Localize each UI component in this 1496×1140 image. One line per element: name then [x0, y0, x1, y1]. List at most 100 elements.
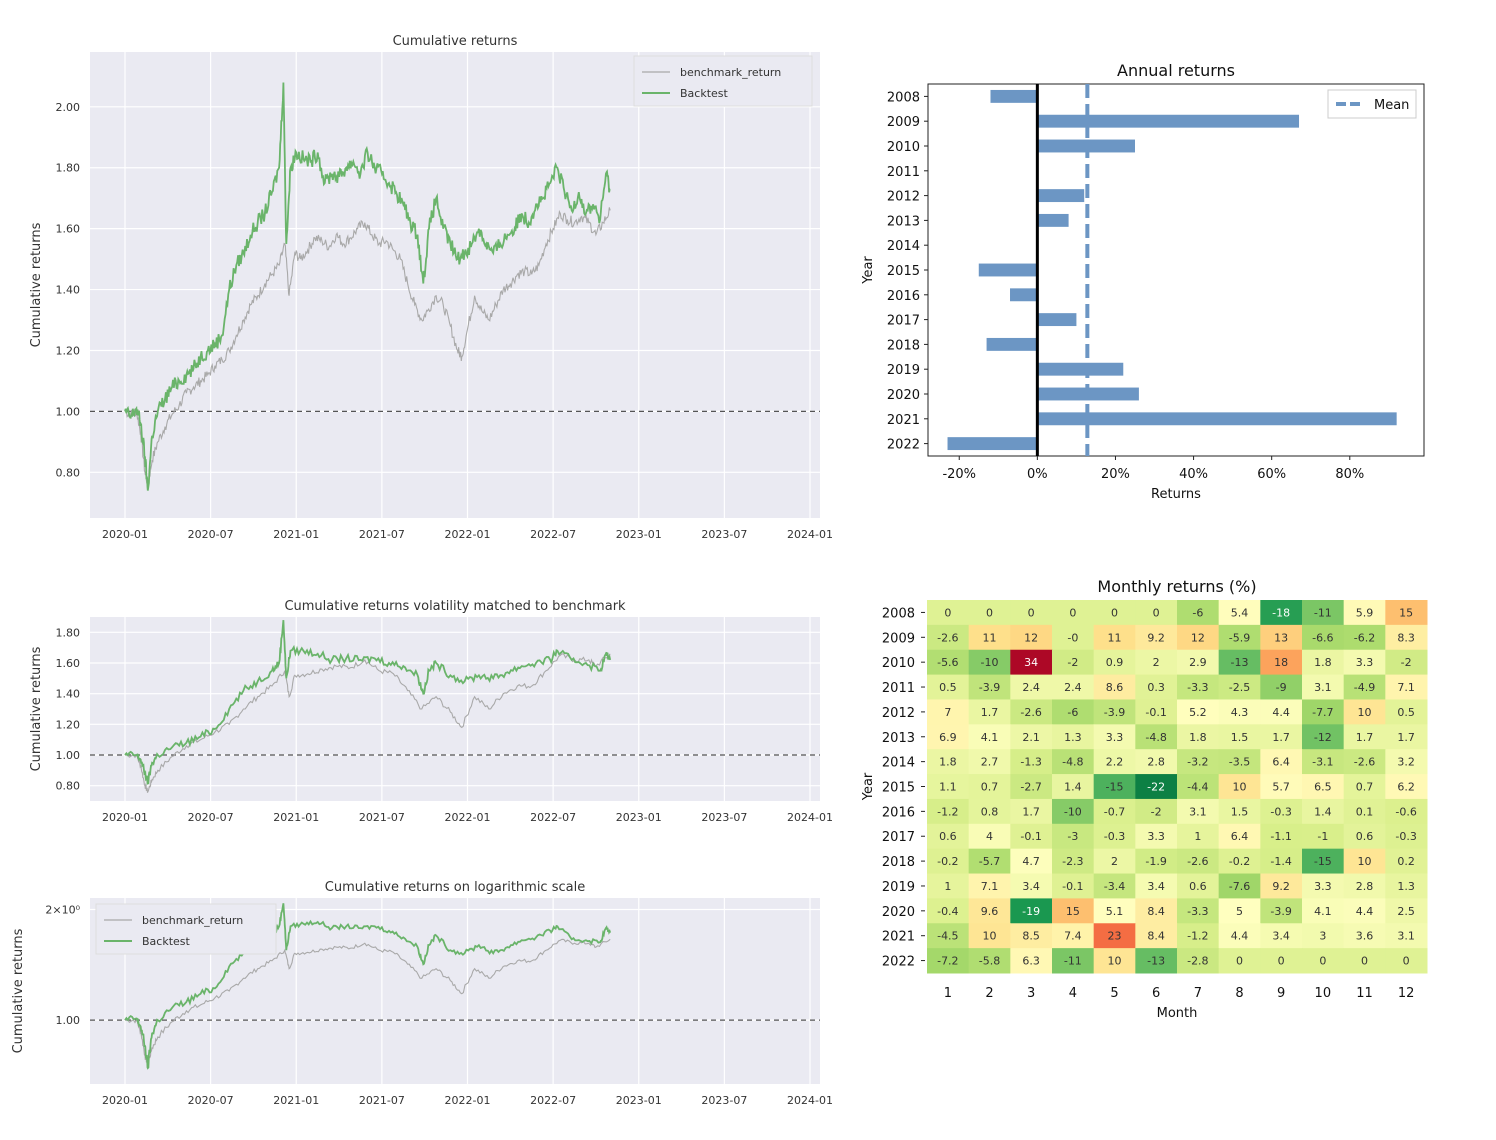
- heatmap-cell: [1135, 848, 1178, 875]
- cell-label: 0.8: [981, 805, 999, 818]
- heatmap-cell: [1052, 823, 1095, 850]
- heatmap-cell: [1093, 624, 1136, 651]
- cell-label: 1.7: [1356, 731, 1374, 744]
- cell-label: -6: [1192, 606, 1203, 619]
- cell-label: -0.1: [1145, 706, 1166, 719]
- heatmap-cell: [1135, 798, 1178, 825]
- heatmap-cell: [927, 898, 970, 924]
- cell-label: 10: [1108, 955, 1122, 968]
- heatmap-cell: [1385, 699, 1428, 725]
- x-tick-label: 6: [1152, 986, 1160, 1001]
- x-tick-label: 2021-01: [273, 811, 319, 824]
- heatmap-cell: [1010, 798, 1053, 825]
- cell-label: -1.4: [1270, 855, 1291, 868]
- heatmap-cell: [1135, 823, 1178, 850]
- cell-label: -7.2: [937, 955, 958, 968]
- x-tick-label: 2022-01: [445, 811, 491, 824]
- heatmap-cell: [927, 923, 970, 949]
- cell-label: -11: [1314, 606, 1332, 619]
- x-tick-label: 2020-07: [188, 1094, 234, 1107]
- heatmap-cell: [927, 823, 970, 850]
- cell-label: 0: [1236, 955, 1243, 968]
- heatmap-cell: [1218, 923, 1261, 949]
- cell-label: 0: [1028, 606, 1035, 619]
- heatmap-cell: [1177, 798, 1220, 825]
- cell-label: 6.2: [1397, 781, 1415, 794]
- cell-label: 10: [983, 930, 997, 943]
- cell-label: 0.5: [939, 681, 957, 694]
- cell-label: 2.8: [1356, 880, 1374, 893]
- y-tick-label: 2012: [882, 706, 915, 721]
- cell-label: 11: [1108, 631, 1122, 644]
- heatmap-cell: [1093, 724, 1136, 750]
- x-tick-label: 9: [1277, 986, 1285, 1001]
- cell-label: -2.6: [937, 631, 958, 644]
- heatmap-cell: [1093, 649, 1136, 676]
- cell-label: -3.1: [1312, 756, 1333, 769]
- cell-label: 2.4: [1022, 681, 1040, 694]
- heatmap-cell: [1260, 898, 1303, 924]
- cell-label: 3.4: [1022, 880, 1040, 893]
- heatmap-cell: [1218, 699, 1261, 725]
- heatmap-cell: [1260, 798, 1303, 825]
- bar-2009: [1037, 114, 1300, 128]
- x-tick-label: 60%: [1257, 467, 1286, 482]
- heatmap-cell: [927, 848, 970, 875]
- heatmap-cell: [1093, 699, 1136, 725]
- heatmap-cell: [968, 600, 1011, 626]
- cell-label: -3.3: [1187, 681, 1208, 694]
- cell-label: 3.4: [1147, 880, 1165, 893]
- heatmap-cell: [1010, 600, 1053, 626]
- chart-title: Cumulative returns on logarithmic scale: [325, 880, 585, 895]
- y-tick-label: 2009: [882, 631, 915, 646]
- y-tick-label: 2015: [882, 781, 915, 796]
- x-tick-label: 2022-01: [445, 1094, 491, 1107]
- cell-label: 18: [1274, 656, 1288, 669]
- heatmap-cell: [1093, 798, 1136, 825]
- cell-label: 4.7: [1022, 855, 1040, 868]
- heatmap-cell: [927, 649, 970, 676]
- heatmap-cell: [1302, 699, 1345, 725]
- heatmap-cell: [1052, 774, 1095, 800]
- cell-label: 1.7: [1272, 731, 1290, 744]
- heatmap-cell: [1135, 774, 1178, 800]
- cell-label: 1.1: [939, 781, 957, 794]
- heatmap-cell: [1010, 649, 1053, 676]
- x-tick-label: 12: [1398, 986, 1415, 1001]
- heatmap-cell: [1135, 873, 1178, 899]
- heatmap-cell: [1343, 898, 1386, 924]
- cell-label: 9.2: [1272, 880, 1290, 893]
- heatmap-cell: [1135, 923, 1178, 949]
- heatmap-cell: [1177, 749, 1220, 775]
- y-tick-label: 2016: [887, 289, 920, 304]
- cell-label: 8.5: [1022, 930, 1040, 943]
- x-tick-label: 11: [1356, 986, 1373, 1001]
- cell-label: -2.5: [1229, 681, 1250, 694]
- cell-label: 6.9: [939, 731, 957, 744]
- cell-label: -0.3: [1104, 830, 1125, 843]
- heatmap-cell: [927, 798, 970, 825]
- cell-label: 0: [1153, 606, 1160, 619]
- y-tick-label: 1.40: [56, 688, 81, 701]
- heatmap-cell: [1343, 600, 1386, 626]
- cell-label: -18: [1272, 606, 1290, 619]
- y-tick-label: 2018: [887, 338, 920, 353]
- y-tick-label: 1.80: [56, 626, 81, 639]
- heatmap-cell: [968, 848, 1011, 875]
- x-tick-label: 2020-01: [102, 528, 148, 541]
- cell-label: -22: [1147, 781, 1165, 794]
- x-tick-label: 40%: [1179, 467, 1208, 482]
- cell-label: 7.4: [1064, 930, 1082, 943]
- heatmap-cell: [1010, 774, 1053, 800]
- cell-label: 13: [1274, 631, 1288, 644]
- y-tick-label: 2017: [882, 830, 915, 845]
- legend-label: Backtest: [142, 935, 191, 948]
- legend-label: Backtest: [680, 87, 729, 100]
- y-tick-label: 2021: [882, 930, 915, 945]
- y-tick-label: 2×10⁰: [45, 904, 80, 917]
- cell-label: 1.3: [1064, 731, 1082, 744]
- heatmap-cell: [1343, 674, 1386, 700]
- heatmap-cell: [1177, 600, 1220, 626]
- heatmap-cell: [1093, 774, 1136, 800]
- y-tick-label: 0.80: [56, 780, 81, 793]
